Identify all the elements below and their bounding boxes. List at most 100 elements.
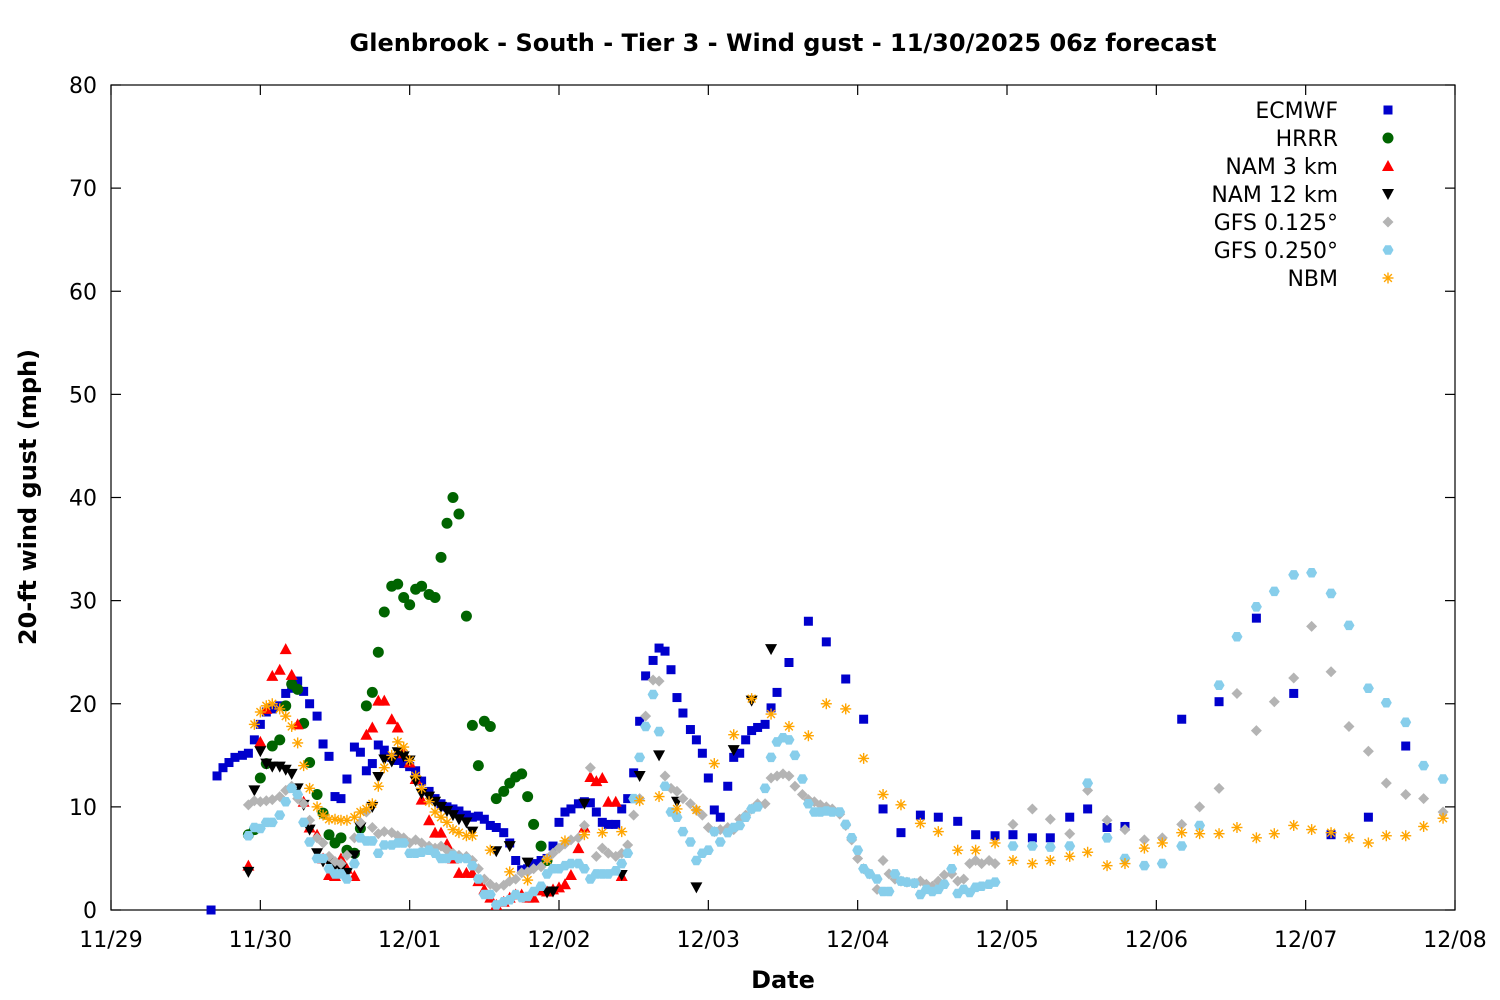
data-point xyxy=(510,873,522,885)
data-point xyxy=(446,810,459,822)
data-point xyxy=(971,830,981,840)
data-point xyxy=(1101,860,1113,872)
data-point xyxy=(367,759,377,769)
legend-marker xyxy=(1383,105,1393,115)
data-point xyxy=(1176,827,1188,839)
data-point xyxy=(1268,586,1280,597)
data-point xyxy=(298,760,310,772)
y-tick-label: 10 xyxy=(69,796,97,821)
data-point xyxy=(616,826,628,838)
y-tick-labels: 0 10 20 30 40 50 60 70 80 xyxy=(69,74,97,924)
data-point xyxy=(953,816,963,826)
legend-label: NBM xyxy=(1287,267,1338,292)
data-point xyxy=(279,764,292,776)
data-point xyxy=(834,807,846,817)
data-point xyxy=(1251,613,1261,623)
data-point xyxy=(249,735,259,745)
data-point xyxy=(372,848,384,858)
data-point xyxy=(989,877,1001,887)
data-point xyxy=(559,835,571,847)
legend-label: NAM 3 km xyxy=(1225,155,1338,180)
data-point xyxy=(311,801,323,813)
y-tick-label: 80 xyxy=(69,74,97,99)
data-point xyxy=(628,809,640,821)
data-point xyxy=(564,868,577,880)
data-point xyxy=(654,643,664,653)
data-point xyxy=(1250,602,1262,612)
data-point xyxy=(472,760,484,772)
data-point xyxy=(878,804,888,814)
data-point xyxy=(864,869,876,879)
data-point xyxy=(684,837,696,847)
data-point xyxy=(398,741,410,753)
data-point xyxy=(578,819,590,831)
data-point xyxy=(858,752,870,764)
data-point xyxy=(522,791,534,803)
data-point xyxy=(484,889,496,900)
data-point xyxy=(1380,777,1392,789)
data-point xyxy=(622,839,634,851)
data-point xyxy=(378,840,390,850)
data-point xyxy=(254,735,267,747)
data-point xyxy=(633,770,646,782)
data-point xyxy=(708,826,720,837)
data-point xyxy=(435,826,448,838)
data-point xyxy=(590,775,603,787)
data-point xyxy=(254,823,266,834)
data-point xyxy=(330,792,340,802)
data-point xyxy=(1044,813,1056,825)
data-point xyxy=(877,789,889,800)
legend-marker xyxy=(1382,132,1394,144)
data-point xyxy=(452,814,465,826)
data-point xyxy=(647,689,659,700)
data-point xyxy=(802,730,814,742)
legend: ECMWF HRRR NAM 3 km NAM 12 km GFS 0.125° GFS … xyxy=(1211,99,1394,292)
data-point xyxy=(932,826,944,838)
data-point xyxy=(735,748,745,758)
data-point xyxy=(840,819,852,830)
data-point xyxy=(560,807,570,817)
data-point xyxy=(1362,683,1374,693)
data-point xyxy=(292,683,304,695)
data-point xyxy=(341,849,353,861)
series-6 xyxy=(248,693,1449,886)
data-point xyxy=(1194,801,1206,813)
data-point xyxy=(279,643,292,655)
data-point xyxy=(803,616,813,626)
series-1 xyxy=(242,492,553,866)
data-point xyxy=(1231,632,1243,642)
data-point xyxy=(685,725,695,735)
data-point xyxy=(484,844,496,856)
data-point xyxy=(783,770,795,782)
data-point xyxy=(1194,820,1206,831)
legend-label: GFS 0.125° xyxy=(1214,211,1338,236)
data-point xyxy=(260,758,273,770)
data-point xyxy=(254,772,266,784)
data-point xyxy=(1268,828,1280,840)
data-point xyxy=(871,874,883,884)
data-point xyxy=(404,754,416,766)
data-point xyxy=(708,758,720,770)
data-point xyxy=(304,782,316,794)
data-point xyxy=(373,740,383,750)
data-point xyxy=(1064,850,1076,862)
data-point xyxy=(1306,824,1318,836)
data-point xyxy=(1026,858,1038,870)
data-point xyxy=(634,752,646,763)
data-point xyxy=(1362,837,1374,849)
data-point xyxy=(1288,672,1300,684)
data-point xyxy=(286,720,298,732)
data-point xyxy=(585,798,595,808)
data-point xyxy=(348,850,361,862)
data-point xyxy=(266,698,278,710)
data-point xyxy=(1400,717,1412,728)
data-point xyxy=(248,718,260,730)
data-point xyxy=(841,674,851,684)
data-point xyxy=(609,795,622,807)
data-point xyxy=(723,781,733,791)
data-point xyxy=(1231,687,1243,699)
legend-marker xyxy=(1382,272,1394,284)
data-point xyxy=(521,857,534,869)
data-point xyxy=(915,810,925,820)
